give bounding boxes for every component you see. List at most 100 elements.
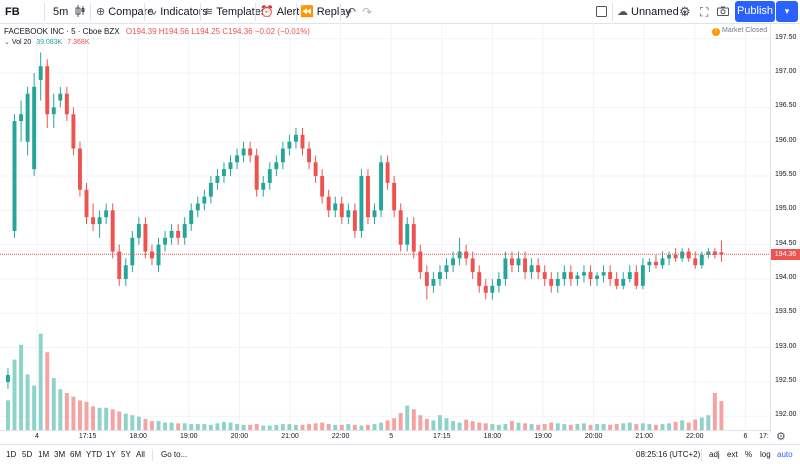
publish-options-icon[interactable]: ▾ <box>776 1 798 22</box>
candle-body <box>621 278 626 286</box>
volume-bar <box>438 415 442 430</box>
volume-bar <box>189 424 194 430</box>
time-axis[interactable]: 4 17:15 18:00 19:00 20:00 21:00 22:00 5 17:15 18:… <box>0 430 770 444</box>
last-price-label: 194.36 <box>771 248 800 260</box>
gear-icon[interactable]: ⚙ <box>679 4 691 19</box>
symbol-search[interactable]: FB <box>5 6 20 18</box>
volume-bar <box>562 424 567 430</box>
volume-bar <box>307 424 312 430</box>
percent-scale-toggle[interactable]: % <box>745 450 753 459</box>
series-legend[interactable]: FACEBOOK INC · 5 · Cboe BZX O194.39 H194… <box>4 27 310 36</box>
volume-bar <box>660 424 665 430</box>
time-tick-label: 22:00 <box>331 433 350 440</box>
collapse-icon[interactable]: ⌄ <box>4 39 10 46</box>
volume-bar <box>640 423 645 430</box>
candle-body <box>287 141 292 149</box>
extended-hours-toggle[interactable]: ext <box>727 450 738 459</box>
toolbar-divider <box>701 449 702 461</box>
range-5y[interactable]: 5Y <box>121 450 131 459</box>
volume-bar <box>405 405 410 430</box>
candle-body <box>130 237 135 266</box>
templates-button[interactable]: ≋ Templates <box>204 0 266 24</box>
candle-body <box>686 251 691 259</box>
compare-button[interactable]: ⊕ Compare <box>96 0 153 24</box>
volume-bar <box>706 415 711 430</box>
volume-bar <box>496 424 501 430</box>
volume-bar <box>71 396 76 430</box>
range-3m[interactable]: 3M <box>54 450 66 459</box>
cloud-icon: ☁ <box>617 6 628 18</box>
camera-icon[interactable] <box>717 0 729 24</box>
range-5d[interactable]: 5D <box>22 450 33 459</box>
adjust-toggle[interactable]: adj <box>709 450 720 459</box>
replay-button[interactable]: ⏪ Replay <box>300 0 351 24</box>
publish-button[interactable]: Publish <box>735 1 775 22</box>
fullscreen-checkbox-icon[interactable] <box>596 0 607 24</box>
candle-body <box>477 272 482 286</box>
goto-button[interactable]: Go to... <box>161 450 188 459</box>
volume-bar <box>575 424 580 430</box>
scale-settings-gear-icon[interactable]: ⚙ <box>776 431 786 443</box>
volume-bar <box>654 424 658 430</box>
plus-circle-icon: ⊕ <box>96 6 106 18</box>
fullscreen-icon[interactable]: ⛶ <box>700 5 709 19</box>
range-ytd[interactable]: YTD <box>86 450 102 459</box>
volume-bar <box>542 424 547 430</box>
candle-body <box>58 93 63 101</box>
volume-bar <box>595 424 600 430</box>
candle-body <box>346 210 351 218</box>
layout-menu[interactable]: ☁ Unnamed ▾ <box>617 0 690 24</box>
log-scale-toggle[interactable]: log <box>760 450 771 459</box>
volume-bar <box>326 424 331 430</box>
volume-bar <box>19 344 24 430</box>
candle-body <box>392 182 397 211</box>
range-1d[interactable]: 1D <box>6 450 17 459</box>
alert-button[interactable]: ⏰ Alert <box>260 0 299 24</box>
toolbar-divider <box>255 3 256 21</box>
price-tick-label: 196.50 <box>775 102 797 110</box>
volume-bar <box>51 378 56 430</box>
volume-bar <box>523 423 528 430</box>
range-1m[interactable]: 1M <box>38 450 50 459</box>
candle-body <box>634 272 639 286</box>
redo-icon[interactable]: ↷ <box>362 5 373 19</box>
toolbar-divider <box>90 3 91 21</box>
volume-bar <box>248 424 253 430</box>
undo-icon[interactable]: ↶ <box>346 5 357 19</box>
candle-body <box>680 251 685 259</box>
candle-body <box>320 176 325 197</box>
volume-bar <box>673 421 678 430</box>
clock[interactable]: 08:25:16 (UTC+2) <box>636 450 701 459</box>
range-1y[interactable]: 1Y <box>106 450 116 459</box>
candle-body <box>97 217 102 225</box>
candles-style-icon[interactable] <box>75 0 85 24</box>
time-tick-label: 21:00 <box>635 433 653 440</box>
volume-bar <box>536 424 541 430</box>
volume-label: Vol 20 <box>11 39 32 46</box>
volume-bar <box>91 406 96 430</box>
candle-body <box>248 148 253 156</box>
volume-bar <box>235 424 240 430</box>
price-scale[interactable]: 197.50 197.00 196.50 196.00 195.50 195.00 194.… <box>770 25 800 433</box>
volume-bar <box>549 422 554 430</box>
volume-legend[interactable]: ⌄ Vol 20 39.083K 7.368K <box>4 38 89 46</box>
range-all[interactable]: All <box>136 450 145 459</box>
range-6m[interactable]: 6M <box>70 450 82 459</box>
volume-bar <box>32 385 37 430</box>
volume-bar <box>136 416 141 430</box>
volume-bar <box>274 424 279 430</box>
price-chart[interactable] <box>0 25 800 430</box>
indicators-button[interactable]: ∿ Indicators <box>148 0 208 24</box>
candle-body <box>78 148 82 190</box>
time-tick-label: 20:00 <box>584 433 603 440</box>
candle-body <box>536 265 541 273</box>
candle-body <box>215 176 220 183</box>
market-status[interactable]: ! Market Closed <box>712 27 767 36</box>
interval-selector[interactable]: 5m <box>53 6 69 18</box>
volume-bar <box>110 409 115 430</box>
volume-bar <box>392 418 397 430</box>
auto-scale-toggle[interactable]: auto <box>777 450 793 459</box>
candle-body <box>189 210 194 225</box>
candle-body <box>208 182 213 197</box>
candle-body <box>457 251 462 259</box>
